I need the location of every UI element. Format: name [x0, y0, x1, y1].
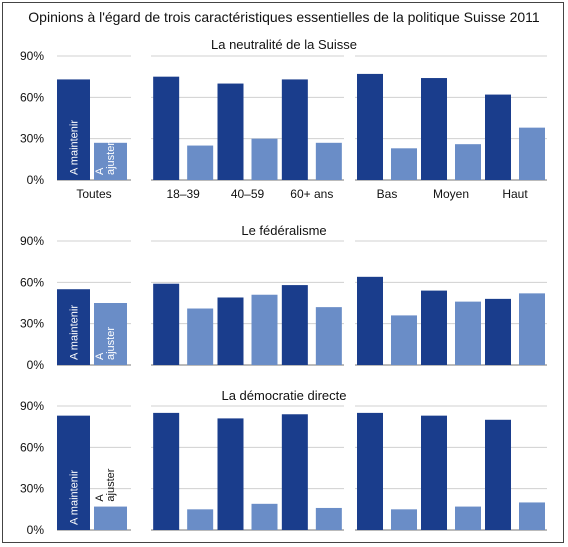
chart-title: Opinions à l'égard de trois caractéristi…: [28, 9, 540, 25]
bar-a-ajuster: [455, 301, 481, 365]
bar-a-maintenir: [217, 418, 244, 530]
panels: 0% 30% 60% 90% La neutralité de la Suisse A m…: [20, 37, 547, 537]
bar-a-maintenir: [357, 412, 383, 530]
category-label: Haut: [502, 187, 528, 201]
bar-a-maintenir: [485, 94, 511, 180]
bar-a-maintenir: [57, 289, 90, 365]
bar-a-maintenir: [421, 290, 447, 365]
y-tick-label: 60%: [20, 90, 44, 104]
bar-a-maintenir: [357, 73, 383, 180]
y-tick-label: 30%: [20, 482, 44, 496]
bar-a-maintenir: [57, 415, 90, 530]
category-label: 18–39: [166, 187, 200, 201]
bar-a-maintenir: [357, 276, 383, 365]
bar-a-ajuster: [315, 507, 342, 530]
panel-title: La neutralité de la Suisse: [211, 37, 357, 52]
bar-a-ajuster: [251, 503, 278, 530]
bar-a-maintenir: [485, 419, 511, 530]
y-tick-label: 30%: [20, 132, 44, 146]
bar-a-maintenir: [217, 83, 244, 180]
y-tick-label: 30%: [20, 317, 44, 331]
category-label: Moyen: [433, 187, 469, 201]
bar-a-ajuster: [519, 127, 545, 180]
series-label-maintenir: A maintenir: [69, 305, 81, 360]
bar-a-ajuster: [94, 303, 127, 365]
bar-a-ajuster: [519, 293, 545, 365]
bar-a-maintenir: [281, 285, 308, 365]
bar-a-ajuster: [391, 148, 417, 180]
y-tick-label: 90%: [20, 399, 44, 413]
bar-a-ajuster: [251, 138, 278, 180]
bar-a-maintenir: [281, 414, 308, 530]
series-label-ajuster: A: [94, 494, 106, 502]
bar-a-ajuster: [455, 144, 481, 180]
bar-a-ajuster: [315, 307, 342, 365]
series-label-ajuster: A: [94, 167, 106, 175]
bar-a-maintenir: [421, 78, 447, 180]
series-label-maintenir: A maintenir: [69, 470, 81, 525]
y-tick-label: 0%: [27, 358, 45, 372]
series-label-ajuster: ajuster: [105, 327, 117, 360]
panel-3: 0% 30% 60% 90% La démocratie directe A mainte…: [20, 388, 547, 537]
y-tick-label: 60%: [20, 275, 44, 289]
y-tick-label: 60%: [20, 440, 44, 454]
bar-a-maintenir: [421, 415, 447, 530]
category-label: 60+ ans: [290, 187, 333, 201]
bar-a-ajuster: [455, 506, 481, 530]
category-label: Toutes: [76, 187, 111, 201]
bar-a-maintenir: [153, 283, 180, 365]
bar-a-ajuster: [187, 308, 214, 365]
y-tick-label: 90%: [20, 49, 44, 63]
y-tick-label: 0%: [27, 523, 45, 537]
series-label-maintenir: A maintenir: [69, 120, 81, 175]
bar-a-maintenir: [153, 76, 180, 180]
panel-1: 0% 30% 60% 90% La neutralité de la Suisse A m…: [20, 37, 547, 201]
bar-a-ajuster: [391, 509, 417, 530]
bar-a-ajuster: [251, 294, 278, 365]
series-label-ajuster: ajuster: [105, 142, 117, 175]
bar-a-ajuster: [94, 142, 127, 180]
bar-a-ajuster: [391, 315, 417, 365]
panel-title: La démocratie directe: [221, 388, 346, 403]
bar-a-maintenir: [57, 79, 90, 180]
series-label-ajuster: ajuster: [105, 468, 117, 501]
bar-a-maintenir: [153, 412, 180, 530]
bar-a-ajuster: [519, 502, 545, 530]
bar-a-ajuster: [94, 506, 127, 530]
bar-a-maintenir: [485, 298, 511, 365]
y-tick-label: 90%: [20, 234, 44, 248]
bar-a-maintenir: [217, 297, 244, 365]
y-tick-label: 0%: [27, 173, 45, 187]
series-label-ajuster: A: [94, 352, 106, 360]
bar-a-ajuster: [187, 509, 214, 530]
category-label: Bas: [377, 187, 398, 201]
bar-a-ajuster: [315, 142, 342, 180]
category-label: 40–59: [231, 187, 265, 201]
panel-title: Le fédéralisme: [241, 223, 326, 238]
bar-a-maintenir: [281, 79, 308, 180]
bar-a-ajuster: [187, 145, 214, 180]
